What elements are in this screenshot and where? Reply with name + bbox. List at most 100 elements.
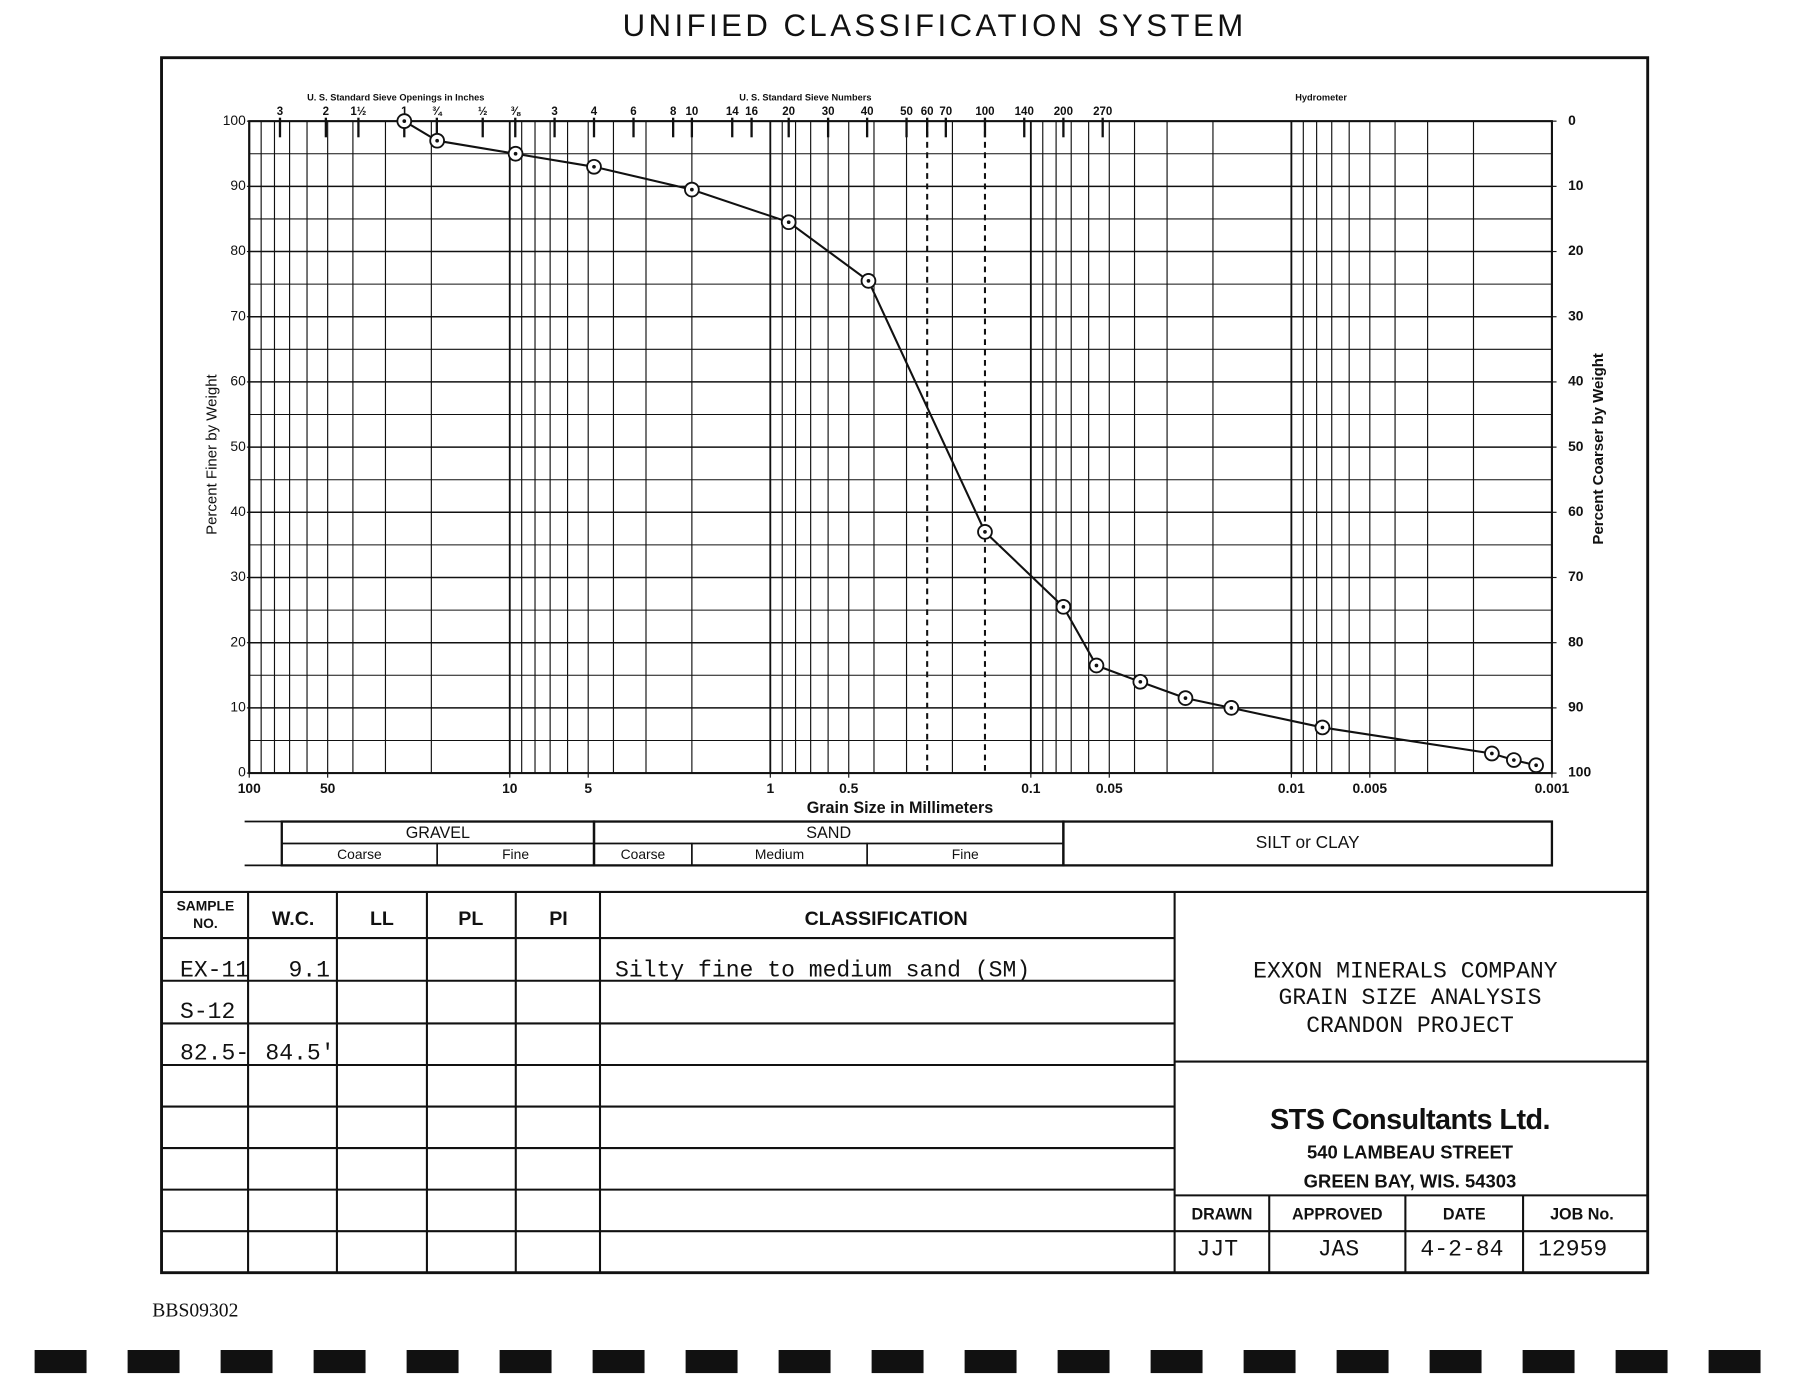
y-tick-label: 100 [223,112,246,128]
signoff-header: APPROVED [1292,1205,1383,1223]
signoff-value: 12959 [1538,1237,1607,1263]
soil-band [1062,820,1554,867]
y-tick-label: 50 [230,438,246,454]
data-point-dot [592,164,596,169]
registration-mark [778,1350,831,1374]
top-tick-label: 16 [745,106,758,118]
top-tick-label: 3 [551,106,557,118]
data-point-dot [435,138,439,143]
column-header: PL [458,908,483,930]
project-line: EXXON MINERALS COMPANY [1253,959,1558,985]
project-line: GRAIN SIZE ANALYSIS [1279,985,1542,1011]
top-tick-label: 1 [401,106,408,118]
soil-subband-label: Coarse [337,846,382,862]
data-point-dot [1094,663,1099,668]
top-tick-label: ½ [478,106,488,118]
y2-tick-label: 0 [1568,112,1576,128]
registration-mark [220,1350,273,1374]
firm-name: STS Consultants Ltd. [1270,1104,1550,1136]
registration-mark [685,1350,738,1374]
project-line: CRANDON PROJECT [1306,1013,1514,1039]
signoff-value: 4-2-84 [1420,1237,1503,1263]
data-point-dot [1183,696,1188,700]
y-axis-label: Percent Finer by Weight [203,373,220,534]
y-tick-label: 70 [230,307,246,323]
y2-tick-label: 20 [1568,242,1584,258]
signoff-header: DRAWN [1191,1205,1252,1223]
y2-tick-label: 30 [1568,307,1584,323]
x-tick-label: 100 [238,780,261,796]
registration-mark [592,1350,645,1374]
registration-mark [1708,1350,1761,1374]
signoff-value: JJT [1197,1237,1239,1263]
registration-mark [499,1350,552,1374]
data-point-dot [690,187,694,192]
soil-subband-label: Coarse [621,846,666,862]
y-tick-label: 20 [230,633,246,649]
registration-mark [34,1350,87,1374]
column-header: PI [549,908,568,930]
y2-tick-label: 70 [1568,568,1584,584]
top-tick-label: 1½ [350,106,366,118]
data-point-dot [1534,763,1538,768]
x-tick-label: 5 [584,780,592,796]
firm-city: GREEN BAY, WIS. 54303 [1304,1171,1517,1192]
top-axis-group: Hydrometer [1295,93,1347,103]
registration-mark [964,1350,1017,1374]
table-cell: Silty fine to medium sand (SM) [615,957,1030,983]
x-tick-label: 0.1 [1021,780,1041,796]
column-header: LL [370,908,394,930]
y-tick-label: 10 [230,699,246,715]
data-point-dot [402,119,407,123]
y-tick-label: 0 [238,764,246,780]
soil-subband-label: Medium [755,846,804,862]
table-cell: EX-11 [180,957,249,983]
data-point-dot [983,530,987,534]
x-tick-label: 0.001 [1535,780,1570,796]
top-tick-label: 10 [685,106,698,118]
y-tick-label: 60 [230,373,246,389]
registration-mark [406,1350,459,1374]
signoff-header: JOB No. [1550,1205,1614,1223]
x-tick-label: 1 [766,780,774,796]
x-tick-label: 0.005 [1353,780,1388,796]
soil-band-label: SAND [806,824,851,842]
table-cell: 82.5- [180,1041,249,1067]
y2-tick-label: 90 [1568,699,1584,715]
registration-mark [1336,1350,1389,1374]
y2-tick-label: 10 [1568,177,1584,193]
top-tick-label: ⅜ [510,106,521,118]
top-tick-label: 6 [630,106,636,118]
registration-mark [1615,1350,1668,1374]
chart-title: UNIFIED CLASSIFICATION SYSTEM [623,8,1247,43]
y2-tick-label: 60 [1568,503,1584,519]
y2-tick-label: 50 [1568,438,1584,454]
top-tick-label: 4 [591,106,598,118]
x-tick-label: 50 [320,780,336,796]
y-tick-label: 30 [230,568,246,584]
y2-tick-label: 80 [1568,633,1584,649]
x-tick-label: 0.01 [1278,780,1305,796]
data-point-dot [1229,706,1234,710]
gradation-curve [403,120,1537,767]
top-tick-label: 20 [782,106,795,118]
document-id: BBS09302 [152,1300,238,1321]
title-block: EXXON MINERALS COMPANY GRAIN SIZE ANALYS… [1174,959,1648,1273]
data-point-dot [1320,725,1325,730]
top-tick-label: 140 [1015,106,1034,118]
registration-mark [871,1350,924,1374]
y-tick-label: 80 [230,242,246,258]
top-tick-label: 70 [939,106,952,118]
top-tick-label: ¾ [432,106,443,118]
registration-mark [1150,1350,1203,1374]
data-point-dot [1061,604,1066,609]
top-tick-label: 2 [323,106,329,118]
y-tick-label: 40 [230,503,246,519]
x-tick-label: 10 [502,780,518,796]
y2-axis-label: Percent Coarser by Weight [1590,353,1607,544]
top-tick-label: 60 [921,106,934,118]
column-header: CLASSIFICATION [805,908,968,930]
column-header: SAMPLE [177,898,235,914]
y-tick-label: 90 [230,177,246,193]
